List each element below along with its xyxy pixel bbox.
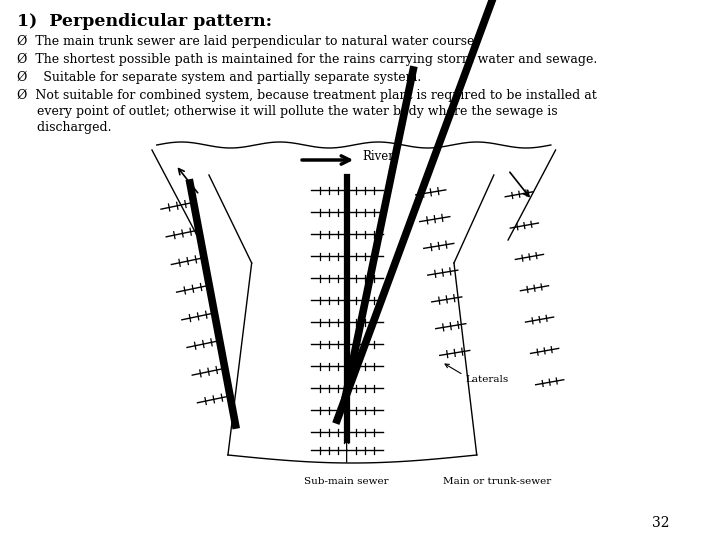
Text: 1)  Perpendicular pattern:: 1) Perpendicular pattern: bbox=[17, 13, 272, 30]
Text: Sub-main sewer: Sub-main sewer bbox=[305, 477, 389, 486]
Text: Ø    Suitable for separate system and partially separate system.: Ø Suitable for separate system and parti… bbox=[17, 71, 421, 84]
Text: Laterals: Laterals bbox=[465, 375, 508, 384]
Text: every point of outlet; otherwise it will pollute the water body where the sewage: every point of outlet; otherwise it will… bbox=[17, 105, 558, 118]
Text: discharged.: discharged. bbox=[17, 121, 112, 134]
Text: Ø  Not suitable for combined system, because treatment plant is required to be i: Ø Not suitable for combined system, beca… bbox=[17, 89, 597, 102]
Text: Main or trunk-sewer: Main or trunk-sewer bbox=[443, 477, 551, 486]
Text: Ø  The main trunk sewer are laid perpendicular to natural water course.: Ø The main trunk sewer are laid perpendi… bbox=[17, 35, 478, 48]
Text: Ø  The shortest possible path is maintained for the rains carrying storm water a: Ø The shortest possible path is maintain… bbox=[17, 53, 598, 66]
Text: 32: 32 bbox=[652, 516, 670, 530]
Text: River: River bbox=[363, 151, 395, 164]
